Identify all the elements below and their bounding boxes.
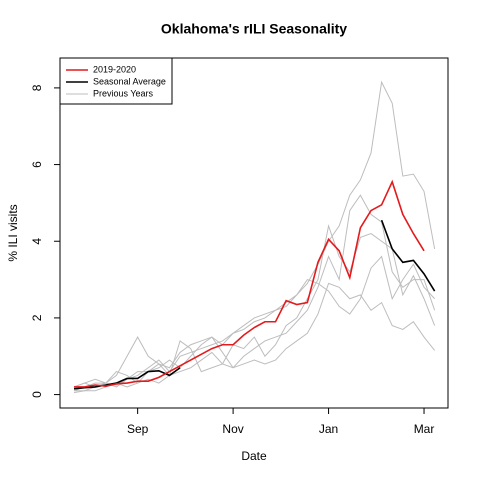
legend-box	[59, 57, 173, 105]
y-tick-label: 0	[30, 391, 44, 398]
y-tick-label: 8	[30, 84, 44, 91]
series-line	[73, 255, 436, 388]
y-axis-label: % ILI visits	[6, 204, 20, 261]
plot-frame	[59, 57, 449, 409]
x-tick-label: Jan	[319, 422, 338, 436]
legend-label: Previous Years	[93, 88, 154, 98]
x-axis-label: Date	[241, 449, 267, 463]
y-tick-label: 4	[30, 238, 44, 245]
legend-label: 2019-2020	[93, 64, 136, 74]
series-line	[73, 367, 181, 390]
chart-title: Oklahoma's rILI Seasonality	[161, 21, 347, 37]
series-line	[380, 219, 436, 292]
x-tick-label: Mar	[414, 422, 435, 436]
y-tick-label: 6	[30, 161, 44, 168]
legend-label: Seasonal Average	[93, 76, 166, 86]
x-tick-label: Nov	[222, 422, 243, 436]
y-tick-label: 2	[30, 314, 44, 321]
series-line	[74, 179, 425, 388]
x-tick-label: Sep	[127, 422, 149, 436]
series-line	[74, 194, 436, 392]
series-line	[73, 282, 436, 394]
series-line	[73, 80, 436, 392]
series-line	[73, 223, 436, 388]
